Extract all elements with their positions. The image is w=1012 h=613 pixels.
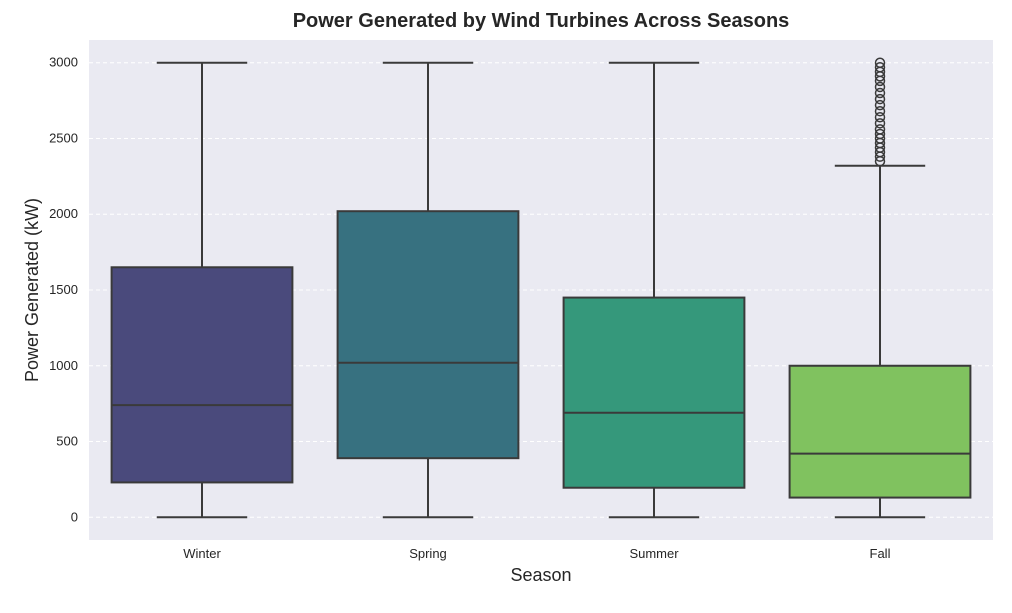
y-tick-label: 0 [71,509,78,524]
outlier-point [874,112,886,123]
y-tick-label: 2000 [49,206,78,221]
box-winter [110,61,294,519]
outlier-point [874,62,886,73]
y-tick-label: 3000 [49,55,78,70]
chart-title: Power Generated by Wind Turbines Across … [292,10,790,32]
x-tick-label: Fall [870,546,891,561]
outlier-point [874,81,886,93]
outlier-point [874,128,886,140]
y-tick-label: 1500 [49,282,78,297]
x-tick-label: Spring [409,546,447,561]
iqr-box [562,296,746,489]
x-axis-label: Season [510,565,571,585]
outlier-point [874,99,886,111]
outlier-point [874,87,886,99]
box-spring [336,61,520,519]
iqr-box [336,210,520,460]
y-tick-label: 500 [56,434,78,449]
y-tick-label: 1000 [49,358,78,373]
outlier-point [874,57,886,68]
x-tick-label: Winter [183,546,221,561]
outlier-point [874,124,886,135]
iqr-box [788,364,972,499]
box-fall [788,57,972,519]
y-axis-label: Power Generated (kW) [22,198,42,382]
box-summer [562,61,746,519]
x-tick-label: Summer [629,546,679,561]
outlier-point [874,93,886,105]
iqr-box [110,266,294,484]
y-tick-label: 2500 [49,130,78,145]
outlier-point [874,105,886,117]
outlier-point [874,118,886,129]
